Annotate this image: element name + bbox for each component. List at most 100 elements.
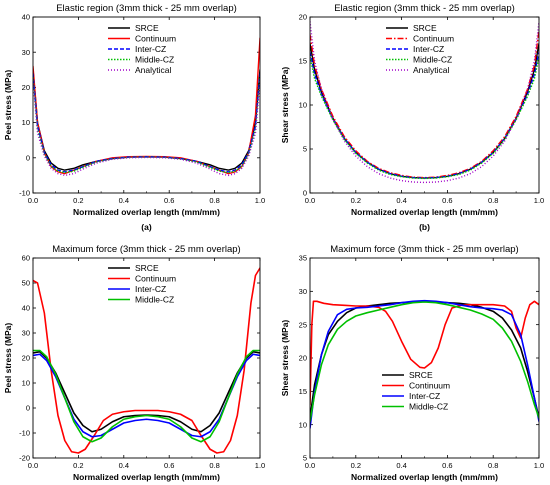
x-tick-label: 0.4 bbox=[396, 196, 406, 205]
legend-label: Continuum bbox=[413, 34, 454, 44]
x-tick-label: 0.8 bbox=[488, 196, 498, 205]
y-tick-label: 0 bbox=[303, 189, 307, 198]
legend-label: Middle-CZ bbox=[135, 295, 174, 305]
panel-caption: (a) bbox=[141, 222, 152, 232]
y-tick-label: 40 bbox=[22, 13, 30, 22]
y-tick-label: 20 bbox=[299, 354, 307, 363]
legend-label: Middle-CZ bbox=[413, 55, 452, 65]
series-line bbox=[310, 300, 539, 406]
legend-label: Inter-CZ bbox=[413, 44, 444, 54]
series-line bbox=[310, 299, 539, 429]
series-line bbox=[33, 73, 260, 173]
legend-label: SRCE bbox=[135, 263, 159, 273]
y-tick-label: 10 bbox=[299, 101, 307, 110]
plot-frame bbox=[32, 16, 261, 194]
x-tick-label: 0.2 bbox=[73, 461, 83, 470]
chart-title: Maximum force (3mm thick - 25 mm overlap… bbox=[52, 244, 240, 255]
x-axis-label: Normalized overlap length (mm/mm) bbox=[73, 472, 220, 482]
y-tick-label: 5 bbox=[303, 145, 307, 154]
x-tick-label: 0.8 bbox=[209, 196, 219, 205]
x-tick-label: 0.0 bbox=[305, 461, 315, 470]
series-line bbox=[310, 301, 539, 423]
x-tick-label: 0.6 bbox=[164, 461, 174, 470]
plot-frame bbox=[309, 257, 540, 459]
y-tick-label: 20 bbox=[22, 83, 30, 92]
series-line bbox=[33, 80, 260, 177]
legend-label: Continuum bbox=[135, 34, 176, 44]
y-tick-label: 30 bbox=[22, 48, 30, 57]
y-tick-label: 30 bbox=[299, 287, 307, 296]
x-tick-label: 0.4 bbox=[396, 461, 406, 470]
y-tick-label: 20 bbox=[299, 13, 307, 22]
x-tick-label: 1.0 bbox=[255, 196, 265, 205]
x-tick-label: 0.4 bbox=[119, 461, 129, 470]
y-tick-label: -10 bbox=[19, 189, 30, 198]
y-tick-label: 15 bbox=[299, 387, 307, 396]
y-tick-label: 25 bbox=[299, 320, 307, 329]
y-tick-label: 5 bbox=[303, 454, 307, 463]
chart-title: Elastic region (3mm thick - 25 mm overla… bbox=[56, 3, 237, 14]
y-tick-label: -10 bbox=[19, 429, 30, 438]
legend-label: Analytical bbox=[135, 65, 171, 75]
x-tick-label: 0.6 bbox=[164, 196, 174, 205]
legend-label: Inter-CZ bbox=[409, 391, 440, 401]
y-tick-label: -20 bbox=[19, 454, 30, 463]
legend-label: SRCE bbox=[409, 370, 433, 380]
x-tick-label: 0.2 bbox=[73, 196, 83, 205]
x-tick-label: 0.0 bbox=[305, 196, 315, 205]
plot-frame bbox=[32, 257, 261, 459]
x-tick-label: 0.2 bbox=[351, 461, 361, 470]
chart-panel: Maximum force (3mm thick - 25 mm overlap… bbox=[3, 244, 265, 482]
y-axis-label: Shear stress (MPa) bbox=[280, 67, 290, 144]
series-line bbox=[33, 267, 260, 454]
x-tick-label: 1.0 bbox=[534, 196, 544, 205]
y-axis-label: Peel stress (MPa) bbox=[3, 323, 13, 394]
x-axis-label: Normalized overlap length (mm/mm) bbox=[351, 207, 498, 217]
plot-area bbox=[33, 267, 260, 454]
y-tick-label: 10 bbox=[22, 379, 30, 388]
series-line bbox=[310, 56, 539, 180]
series-line bbox=[310, 21, 539, 184]
x-tick-label: 0.8 bbox=[488, 461, 498, 470]
legend-label: Continuum bbox=[135, 274, 176, 284]
y-tick-label: 50 bbox=[22, 279, 30, 288]
x-tick-label: 0.8 bbox=[209, 461, 219, 470]
y-tick-label: 60 bbox=[22, 254, 30, 263]
plot-area bbox=[310, 21, 539, 184]
y-tick-label: 30 bbox=[22, 329, 30, 338]
x-tick-label: 0.2 bbox=[351, 196, 361, 205]
x-tick-label: 0.0 bbox=[28, 196, 38, 205]
y-axis-label: Peel stress (MPa) bbox=[3, 70, 13, 141]
y-tick-label: 35 bbox=[299, 254, 307, 263]
y-axis-label: Shear stress (MPa) bbox=[280, 320, 290, 397]
legend-label: Inter-CZ bbox=[135, 284, 166, 294]
x-axis-label: Normalized overlap length (mm/mm) bbox=[351, 472, 498, 482]
y-tick-label: 10 bbox=[299, 420, 307, 429]
plot-frame bbox=[309, 16, 540, 194]
x-axis-label: Normalized overlap length (mm/mm) bbox=[73, 207, 220, 217]
y-tick-label: 0 bbox=[26, 153, 30, 162]
series-line bbox=[310, 30, 539, 179]
series-line bbox=[33, 349, 260, 443]
series-line bbox=[33, 76, 260, 174]
series-line bbox=[33, 69, 260, 171]
x-tick-label: 0.4 bbox=[119, 196, 129, 205]
plot-area bbox=[310, 299, 539, 429]
series-line bbox=[33, 353, 260, 438]
legend-label: Continuum bbox=[409, 381, 450, 391]
x-tick-label: 0.6 bbox=[442, 461, 452, 470]
y-tick-label: 10 bbox=[22, 118, 30, 127]
x-tick-label: 1.0 bbox=[255, 461, 265, 470]
legend-label: SRCE bbox=[413, 23, 437, 33]
legend-label: Inter-CZ bbox=[135, 44, 166, 54]
legend-label: SRCE bbox=[135, 23, 159, 33]
y-tick-label: 0 bbox=[26, 404, 30, 413]
chart-title: Maximum force (3mm thick - 25 mm overlap… bbox=[330, 244, 518, 255]
x-tick-label: 0.0 bbox=[28, 461, 38, 470]
x-tick-label: 1.0 bbox=[534, 461, 544, 470]
